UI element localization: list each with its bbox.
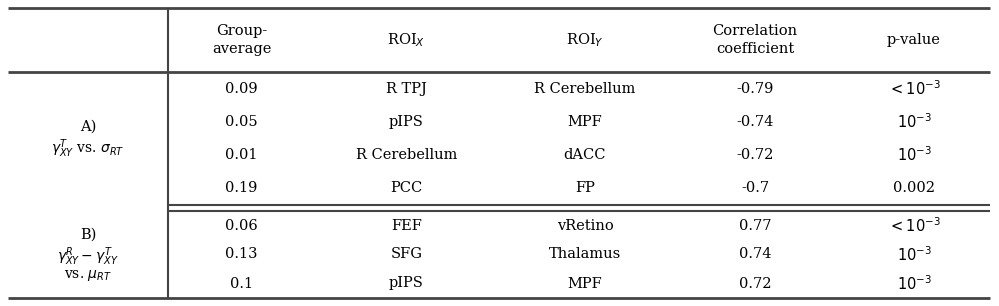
Text: $10^{-3}$: $10^{-3}$ <box>896 113 931 131</box>
Text: MPF: MPF <box>567 277 602 290</box>
Text: -0.79: -0.79 <box>736 82 773 95</box>
Text: 0.05: 0.05 <box>225 115 258 129</box>
Text: SFG: SFG <box>391 248 423 262</box>
Text: R Cerebellum: R Cerebellum <box>356 148 458 162</box>
Text: -0.74: -0.74 <box>736 115 773 129</box>
Text: Thalamus: Thalamus <box>548 248 621 262</box>
Text: Correlation
coefficient: Correlation coefficient <box>712 24 797 56</box>
Text: 0.1: 0.1 <box>230 277 253 290</box>
Text: $10^{-3}$: $10^{-3}$ <box>896 245 931 264</box>
Text: FP: FP <box>575 181 595 195</box>
Text: Group-
average: Group- average <box>212 24 271 56</box>
Text: -0.72: -0.72 <box>736 148 773 162</box>
Text: p-value: p-value <box>887 33 941 47</box>
Text: 0.06: 0.06 <box>225 218 258 233</box>
Text: $\gamma^T_{XY}$ vs. $\sigma_{RT}$: $\gamma^T_{XY}$ vs. $\sigma_{RT}$ <box>51 137 125 160</box>
Text: dACC: dACC <box>563 148 606 162</box>
Text: 0.01: 0.01 <box>225 148 258 162</box>
Text: 0.19: 0.19 <box>226 181 258 195</box>
Text: ROI$_X$: ROI$_X$ <box>388 31 426 49</box>
Text: pIPS: pIPS <box>389 277 424 290</box>
Text: vs. $\mu_{RT}$: vs. $\mu_{RT}$ <box>64 268 112 283</box>
Text: pIPS: pIPS <box>389 115 424 129</box>
Text: vRetino: vRetino <box>556 218 613 233</box>
Text: PCC: PCC <box>391 181 423 195</box>
Text: FEF: FEF <box>391 218 422 233</box>
Text: B): B) <box>80 227 96 241</box>
Text: 0.72: 0.72 <box>738 277 771 290</box>
Text: $10^{-3}$: $10^{-3}$ <box>896 146 931 165</box>
Text: 0.002: 0.002 <box>893 181 935 195</box>
Text: 0.77: 0.77 <box>738 218 771 233</box>
Text: MPF: MPF <box>567 115 602 129</box>
Text: A): A) <box>80 120 96 133</box>
Text: 0.09: 0.09 <box>225 82 258 95</box>
Text: $\gamma^R_{XY} - \gamma^T_{XY}$: $\gamma^R_{XY} - \gamma^T_{XY}$ <box>57 245 119 268</box>
Text: ROI$_Y$: ROI$_Y$ <box>566 31 604 49</box>
Text: $10^{-3}$: $10^{-3}$ <box>896 274 931 293</box>
Text: $< 10^{-3}$: $< 10^{-3}$ <box>887 216 940 235</box>
Text: 0.13: 0.13 <box>225 248 258 262</box>
Text: -0.7: -0.7 <box>741 181 769 195</box>
Text: R TPJ: R TPJ <box>386 82 427 95</box>
Text: $< 10^{-3}$: $< 10^{-3}$ <box>887 79 940 98</box>
Text: 0.74: 0.74 <box>738 248 771 262</box>
Text: R Cerebellum: R Cerebellum <box>534 82 635 95</box>
